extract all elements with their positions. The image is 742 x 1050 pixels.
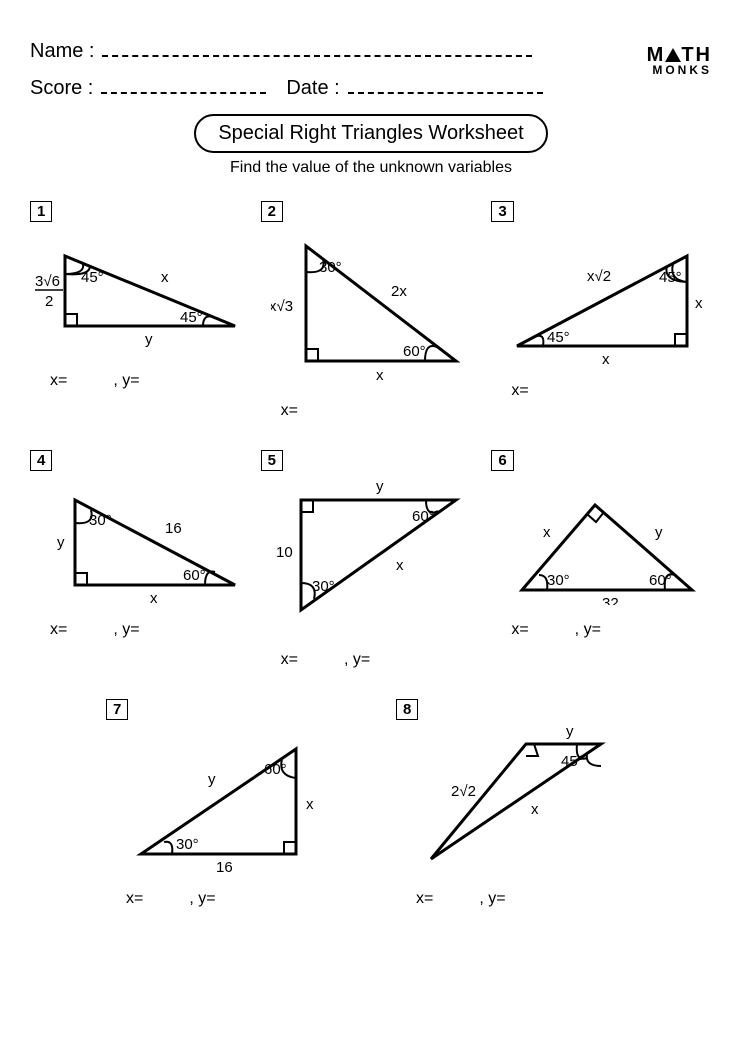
triangle-diagram: 30° 60° y x 16 bbox=[116, 724, 336, 874]
question-number: 1 bbox=[30, 201, 52, 222]
triangle-diagram: 30° 60° x y 32 bbox=[497, 475, 707, 605]
svg-text:x: x bbox=[602, 351, 610, 366]
answer-line[interactable]: x=, y= bbox=[126, 890, 346, 908]
logo-triangle-icon bbox=[665, 47, 681, 61]
answer-line[interactable]: x=, y= bbox=[50, 621, 251, 639]
svg-text:x: x bbox=[376, 367, 384, 384]
svg-text:60°: 60° bbox=[183, 567, 206, 584]
svg-text:2x: 2x bbox=[391, 283, 407, 300]
triangle-diagram: 30° 60° 2x x√3 x bbox=[271, 226, 471, 386]
svg-text:x: x bbox=[396, 557, 404, 574]
svg-text:x: x bbox=[150, 590, 158, 605]
svg-text:30°: 30° bbox=[319, 259, 342, 276]
svg-text:x√2: x√2 bbox=[587, 268, 611, 285]
svg-text:30°: 30° bbox=[312, 578, 335, 595]
date-blank[interactable] bbox=[348, 80, 543, 94]
triangle-diagram: 30° 60° y 10 x bbox=[266, 475, 476, 635]
answer-line[interactable]: x=, y= bbox=[511, 621, 712, 639]
score-label: Score : bbox=[30, 77, 93, 100]
svg-text:45°: 45° bbox=[561, 753, 584, 770]
question-number: 6 bbox=[491, 450, 513, 471]
question-number: 3 bbox=[491, 201, 513, 222]
question-number: 7 bbox=[106, 699, 128, 720]
svg-text:x: x bbox=[543, 524, 551, 541]
svg-text:45°: 45° bbox=[81, 269, 104, 286]
problem-4: 4 30° 60° 16 y x x=, y= bbox=[30, 450, 251, 669]
question-number: 5 bbox=[261, 450, 283, 471]
date-label: Date : bbox=[286, 77, 339, 100]
svg-text:16: 16 bbox=[216, 859, 233, 874]
triangle-diagram: 45° y 2√2 x bbox=[411, 724, 621, 874]
svg-text:45°: 45° bbox=[659, 269, 682, 286]
svg-text:x√3: x√3 bbox=[271, 298, 293, 315]
problem-8: 8 45° y 2√2 x x=, y= bbox=[396, 699, 636, 908]
question-number: 2 bbox=[261, 201, 283, 222]
answer-line[interactable]: x=, y= bbox=[281, 651, 482, 669]
svg-text:60°: 60° bbox=[264, 761, 287, 778]
worksheet-subtitle: Find the value of the unknown variables bbox=[30, 159, 712, 177]
svg-text:30°: 30° bbox=[89, 512, 112, 529]
svg-text:2: 2 bbox=[45, 293, 53, 310]
svg-text:y: y bbox=[566, 724, 574, 740]
svg-text:y: y bbox=[655, 524, 663, 541]
worksheet-header: Name : Score : Date : MTH MONKS bbox=[30, 40, 712, 100]
score-blank[interactable] bbox=[101, 80, 266, 94]
problem-grid: 1 xy45°45°3√62 x=, y= 2 30°60°2xx√3x x= … bbox=[30, 201, 712, 669]
triangle-diagram: 45° 45° x√2 x x bbox=[497, 226, 707, 366]
problem-1: 1 x y 45° 45° 3√6 2 x=, y= bbox=[30, 201, 251, 420]
svg-text:y: y bbox=[376, 478, 384, 495]
problem-7: 7 30° 60° y x 16 x=, y= bbox=[106, 699, 346, 908]
svg-text:60°: 60° bbox=[649, 572, 672, 589]
svg-text:10: 10 bbox=[276, 544, 293, 561]
problem-6: 6 30° 60° x y 32 x=, y= bbox=[491, 450, 712, 669]
question-number: 4 bbox=[30, 450, 52, 471]
problem-2: 2 30° 60° 2x x√3 x x= bbox=[261, 201, 482, 420]
svg-text:60°: 60° bbox=[403, 343, 426, 360]
triangle-diagram: x y 45° 45° 3√6 2 bbox=[35, 226, 245, 356]
title-wrap: Special Right Triangles Worksheet bbox=[30, 114, 712, 153]
svg-text:16: 16 bbox=[165, 520, 182, 537]
svg-text:30°: 30° bbox=[176, 836, 199, 853]
worksheet-title: Special Right Triangles Worksheet bbox=[194, 114, 547, 153]
svg-text:3√6: 3√6 bbox=[35, 273, 60, 290]
answer-line[interactable]: x= bbox=[511, 382, 712, 400]
svg-text:45°: 45° bbox=[547, 329, 570, 346]
problem-5: 5 30° 60° y 10 x x=, y= bbox=[261, 450, 482, 669]
svg-text:x: x bbox=[306, 796, 314, 813]
svg-text:30°: 30° bbox=[547, 572, 570, 589]
svg-text:2√2: 2√2 bbox=[451, 783, 476, 800]
name-label: Name : bbox=[30, 40, 94, 63]
svg-text:32: 32 bbox=[602, 595, 619, 605]
svg-text:x: x bbox=[531, 801, 539, 818]
score-date-row: Score : Date : bbox=[30, 77, 712, 100]
answer-line[interactable]: x= bbox=[281, 402, 482, 420]
svg-text:45°: 45° bbox=[180, 309, 203, 326]
svg-text:y: y bbox=[208, 771, 216, 788]
logo-mathmonks: MTH MONKS bbox=[647, 46, 712, 76]
svg-text:60°: 60° bbox=[412, 508, 435, 525]
svg-text:y: y bbox=[57, 534, 65, 551]
question-number: 8 bbox=[396, 699, 418, 720]
svg-text:y: y bbox=[145, 331, 153, 348]
problem-3: 3 45° 45° x√2 x x x= bbox=[491, 201, 712, 420]
answer-line[interactable]: x=, y= bbox=[416, 890, 636, 908]
svg-text:x: x bbox=[161, 269, 169, 286]
name-blank[interactable] bbox=[102, 43, 532, 57]
logo-sub: MONKS bbox=[647, 65, 712, 76]
problem-row-last: 7 30° 60° y x 16 x=, y= 8 45° y 2√2 x x=, y= bbox=[30, 699, 712, 908]
name-row: Name : bbox=[30, 40, 712, 63]
triangle-diagram: 30° 60° 16 y x bbox=[35, 475, 245, 605]
answer-line[interactable]: x=, y= bbox=[50, 372, 251, 390]
svg-text:x: x bbox=[695, 295, 703, 312]
